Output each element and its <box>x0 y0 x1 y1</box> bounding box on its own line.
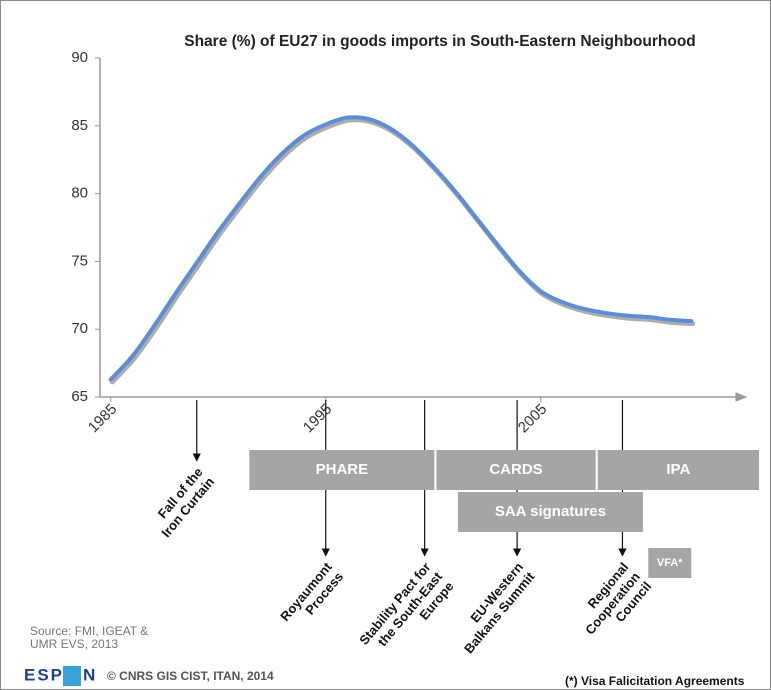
x-tick-label: 2005 <box>515 401 551 437</box>
source: Source: FMI, IGEAT & <box>30 624 148 638</box>
line <box>108 115 694 382</box>
copyright: © CNRS GIS CIST, ITAN, 2014 <box>107 669 274 683</box>
y-tick-label: 65 <box>71 388 88 405</box>
chart-title: Share (%) of EU27 in goods imports in So… <box>184 33 696 50</box>
x-tick-label: 1995 <box>300 401 336 437</box>
line-shadow <box>109 117 696 385</box>
period-bar <box>249 450 435 490</box>
period-bar <box>648 548 692 578</box>
period-label: VFA* <box>657 557 683 569</box>
x-tick-label: 1985 <box>85 401 121 437</box>
logo: ESP <box>24 665 64 684</box>
y-tick-label: 75 <box>71 252 88 269</box>
logo: N <box>83 665 95 684</box>
period-label: CARDS <box>489 461 542 478</box>
period-bar <box>597 450 760 490</box>
y-tick-label: 90 <box>71 49 88 66</box>
period-label: PHARE <box>316 461 369 478</box>
source: UMR EVS, 2013 <box>30 637 118 651</box>
y-tick-label: 70 <box>71 320 88 337</box>
footnote: (*) Visa Falicitation Agreements <box>565 674 745 688</box>
logo-square <box>63 666 81 686</box>
y-tick-label: 80 <box>71 185 88 202</box>
period-bar <box>457 492 643 532</box>
period-label: SAA signatures <box>495 503 606 520</box>
period-bar <box>436 450 596 490</box>
y-tick-label: 85 <box>71 117 88 134</box>
period-label: IPA <box>666 461 690 478</box>
